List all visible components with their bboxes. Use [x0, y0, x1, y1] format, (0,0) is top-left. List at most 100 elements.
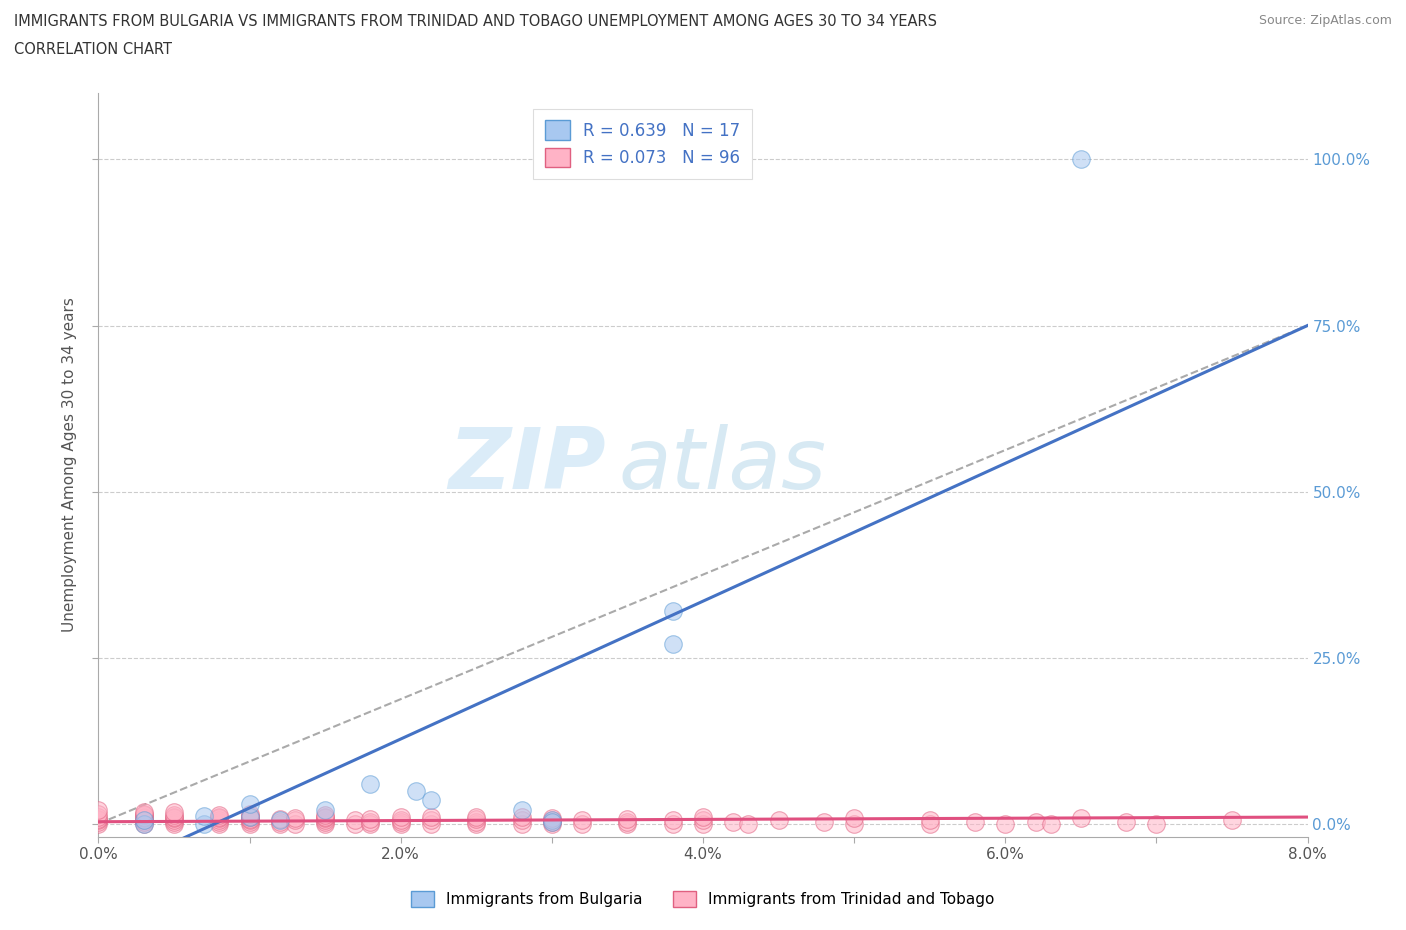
- Point: [661, 813, 683, 828]
- Point: [314, 810, 336, 825]
- Point: [965, 815, 987, 830]
- Point: [284, 817, 307, 831]
- Text: Source: ZipAtlas.com: Source: ZipAtlas.com: [1258, 14, 1392, 27]
- Point: [420, 810, 443, 825]
- Point: [132, 813, 155, 828]
- Point: [723, 815, 745, 830]
- Point: [692, 817, 714, 831]
- Point: [344, 813, 367, 828]
- Point: [132, 815, 155, 830]
- Point: [314, 817, 336, 831]
- Point: [692, 810, 714, 825]
- Point: [132, 804, 155, 819]
- Point: [510, 813, 533, 828]
- Point: [360, 817, 382, 831]
- Point: [1070, 811, 1092, 826]
- Point: [389, 817, 412, 831]
- Point: [284, 811, 307, 826]
- Point: [208, 807, 231, 822]
- Point: [239, 808, 262, 823]
- Point: [208, 811, 231, 826]
- Point: [1025, 815, 1047, 830]
- Point: [132, 813, 155, 828]
- Point: [389, 815, 412, 830]
- Point: [314, 803, 336, 817]
- Point: [269, 812, 291, 827]
- Point: [918, 813, 941, 828]
- Point: [163, 817, 186, 831]
- Point: [239, 796, 262, 811]
- Point: [844, 817, 866, 831]
- Point: [661, 604, 683, 618]
- Point: [163, 804, 186, 819]
- Point: [314, 811, 336, 826]
- Point: [87, 803, 110, 817]
- Point: [132, 810, 155, 825]
- Point: [360, 777, 382, 791]
- Point: [540, 813, 562, 828]
- Point: [239, 815, 262, 830]
- Point: [87, 812, 110, 827]
- Point: [208, 817, 231, 831]
- Point: [314, 813, 336, 828]
- Point: [571, 813, 593, 828]
- Point: [389, 813, 412, 828]
- Point: [540, 815, 562, 830]
- Point: [389, 810, 412, 825]
- Point: [239, 810, 262, 825]
- Point: [661, 817, 683, 831]
- Point: [1070, 152, 1092, 166]
- Point: [540, 817, 562, 831]
- Point: [465, 812, 488, 827]
- Point: [208, 815, 231, 830]
- Point: [132, 817, 155, 831]
- Point: [994, 817, 1017, 831]
- Point: [571, 817, 593, 831]
- Point: [540, 813, 562, 828]
- Point: [616, 815, 638, 830]
- Point: [918, 817, 941, 831]
- Point: [163, 813, 186, 828]
- Point: [768, 813, 790, 828]
- Point: [239, 812, 262, 827]
- Point: [269, 817, 291, 831]
- Point: [314, 807, 336, 822]
- Y-axis label: Unemployment Among Ages 30 to 34 years: Unemployment Among Ages 30 to 34 years: [62, 298, 77, 632]
- Point: [132, 806, 155, 821]
- Point: [692, 813, 714, 828]
- Point: [420, 813, 443, 828]
- Point: [239, 806, 262, 821]
- Point: [540, 815, 562, 830]
- Point: [844, 811, 866, 826]
- Point: [87, 815, 110, 830]
- Point: [87, 817, 110, 831]
- Point: [269, 813, 291, 828]
- Point: [87, 813, 110, 828]
- Point: [420, 817, 443, 831]
- Point: [284, 813, 307, 828]
- Point: [465, 810, 488, 825]
- Point: [1039, 817, 1062, 831]
- Point: [420, 793, 443, 808]
- Point: [737, 817, 759, 831]
- Point: [510, 810, 533, 825]
- Point: [193, 817, 215, 831]
- Text: ZIP: ZIP: [449, 423, 606, 507]
- Point: [510, 803, 533, 817]
- Point: [616, 812, 638, 827]
- Point: [163, 815, 186, 830]
- Point: [360, 812, 382, 827]
- Point: [208, 810, 231, 825]
- Point: [1115, 815, 1137, 830]
- Point: [163, 807, 186, 822]
- Point: [540, 811, 562, 826]
- Text: CORRELATION CHART: CORRELATION CHART: [14, 42, 172, 57]
- Point: [163, 810, 186, 825]
- Point: [616, 817, 638, 831]
- Point: [465, 815, 488, 830]
- Point: [813, 815, 835, 830]
- Point: [132, 811, 155, 826]
- Point: [193, 808, 215, 823]
- Text: IMMIGRANTS FROM BULGARIA VS IMMIGRANTS FROM TRINIDAD AND TOBAGO UNEMPLOYMENT AMO: IMMIGRANTS FROM BULGARIA VS IMMIGRANTS F…: [14, 14, 936, 29]
- Point: [661, 637, 683, 652]
